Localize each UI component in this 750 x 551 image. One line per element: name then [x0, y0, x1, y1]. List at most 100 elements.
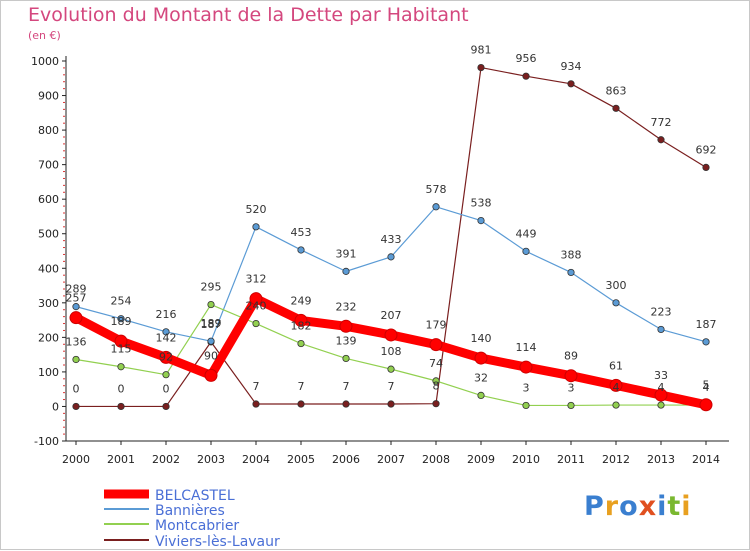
data-label: 289 [66, 283, 87, 296]
data-label: 257 [66, 292, 87, 305]
data-point [702, 338, 710, 346]
data-label: 5 [703, 379, 710, 392]
data-label: 863 [606, 84, 627, 97]
data-label: 4 [613, 381, 620, 394]
data-label: 578 [426, 183, 447, 196]
y-tick-label: 800 [38, 124, 59, 137]
data-label: 3 [568, 381, 575, 394]
data-point [207, 337, 215, 345]
data-point [72, 402, 80, 411]
data-point [699, 398, 713, 412]
proxiti-logo: Proxiti [584, 491, 692, 522]
y-tick-label: 300 [38, 297, 59, 310]
data-point [702, 163, 710, 171]
logo-letter: o [619, 491, 639, 522]
y-tick-label: 500 [38, 228, 59, 241]
data-point [207, 300, 215, 309]
data-label: 89 [564, 350, 578, 363]
data-label: 179 [426, 319, 447, 332]
data-label: 189 [201, 317, 222, 330]
x-tick-label: 2012 [602, 453, 630, 466]
data-point [297, 400, 305, 408]
data-point [117, 363, 125, 371]
data-point [159, 350, 173, 364]
x-tick-label: 2000 [62, 453, 90, 466]
data-label: 139 [336, 334, 357, 347]
data-label: 7 [388, 380, 395, 393]
data-label: 388 [561, 248, 582, 261]
logo-letter: i [657, 491, 668, 522]
data-point [612, 299, 620, 307]
data-label: 33 [654, 369, 668, 382]
data-point [387, 365, 395, 373]
data-label: 3 [523, 381, 530, 394]
logo-letter: P [584, 491, 605, 522]
data-point [657, 136, 665, 144]
data-label: 90 [204, 349, 218, 362]
data-label: 934 [561, 60, 582, 73]
data-label: 295 [201, 281, 222, 294]
data-label: 189 [111, 315, 132, 328]
data-point [654, 388, 668, 402]
data-label: 449 [516, 227, 537, 240]
x-tick-label: 2006 [332, 453, 360, 466]
legend-label: Viviers-lès-Lavaur [155, 534, 280, 550]
y-tick-label: 400 [38, 262, 59, 275]
y-tick-label: 1000 [31, 55, 59, 68]
data-point [252, 223, 260, 231]
data-point [612, 104, 620, 112]
data-label: 312 [246, 273, 267, 286]
data-point [297, 246, 305, 254]
data-label: 108 [381, 345, 402, 358]
x-tick-label: 2007 [377, 453, 405, 466]
data-label: 187 [696, 318, 717, 331]
data-label: 453 [291, 226, 312, 239]
legend-label: Montcabrier [155, 518, 239, 534]
data-point [432, 203, 440, 211]
data-label: 300 [606, 279, 627, 292]
data-point [162, 328, 170, 336]
y-tick-label: 0 [52, 400, 59, 413]
logo-letter: t [667, 491, 682, 522]
data-label: 520 [246, 203, 267, 216]
data-point [117, 402, 125, 411]
data-point [612, 401, 620, 409]
data-point [522, 72, 530, 80]
data-label: 74 [429, 357, 443, 370]
data-point [477, 63, 485, 72]
data-point [162, 402, 170, 411]
data-label: 207 [381, 309, 402, 322]
legend-label: BELCASTEL [155, 488, 235, 504]
data-label: 956 [516, 52, 537, 65]
data-label: 92 [159, 351, 173, 364]
data-point [564, 369, 578, 383]
data-point [384, 328, 398, 342]
data-point [387, 253, 395, 261]
data-label: 142 [156, 331, 177, 344]
data-point [477, 217, 485, 225]
data-point [567, 80, 575, 88]
data-point [567, 268, 575, 277]
data-label: 136 [66, 335, 87, 348]
data-point [162, 371, 170, 379]
chart-title: Evolution du Montant de la Dette par Hab… [28, 4, 469, 26]
y-tick-label: 600 [38, 193, 59, 206]
data-point [342, 400, 350, 408]
y-tick-label: 200 [38, 331, 59, 344]
data-label: 216 [156, 308, 177, 321]
legend-label: Bannières [155, 503, 225, 519]
data-point [432, 400, 440, 408]
data-label: 240 [246, 300, 267, 313]
data-point [522, 247, 530, 255]
data-point [297, 339, 305, 348]
data-label: 433 [381, 233, 402, 246]
data-point [477, 391, 485, 399]
data-point [609, 378, 623, 392]
data-point [657, 325, 665, 334]
y-tick-label: -100 [34, 435, 59, 448]
data-point [204, 368, 218, 382]
logo-letter: r [604, 491, 620, 522]
data-label: 4 [703, 381, 710, 394]
data-point [474, 351, 488, 365]
